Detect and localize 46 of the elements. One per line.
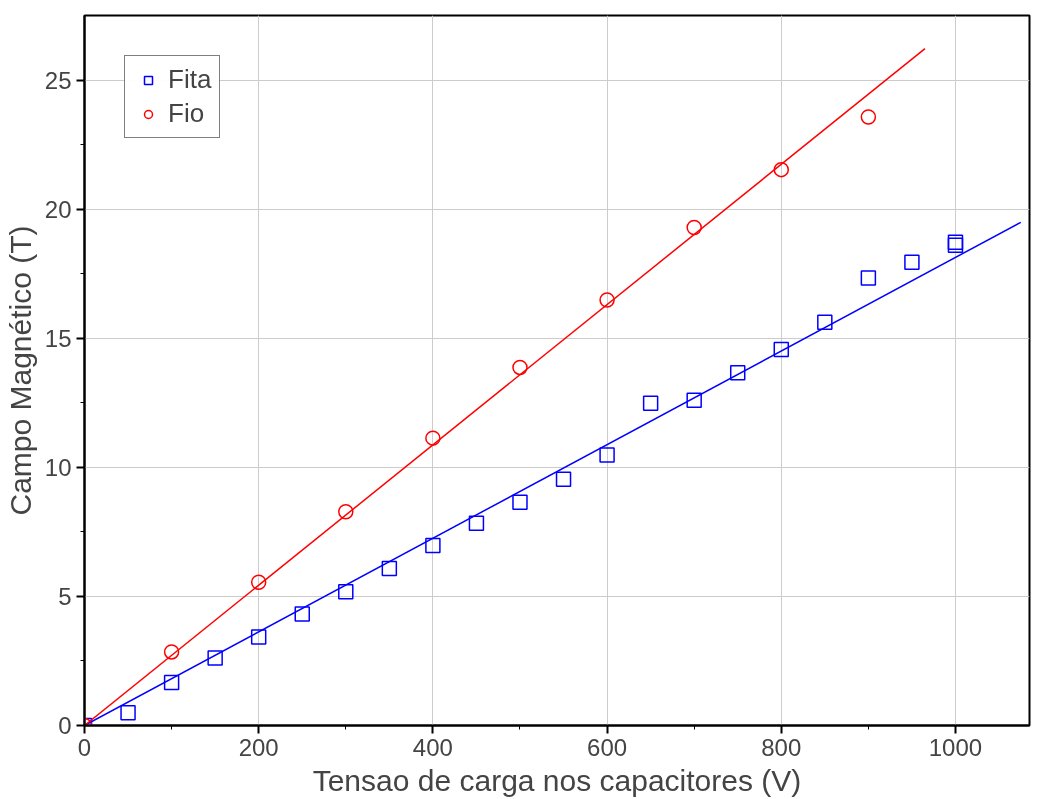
point (338, 503, 354, 520)
point (425, 430, 441, 446)
point (817, 314, 833, 330)
point (904, 254, 920, 271)
x-tick-label: 400 (412, 733, 453, 761)
point (642, 395, 659, 412)
y-tick-label: 10 (44, 453, 72, 481)
y-axis-title: Campo Magnético (T) (3, 225, 37, 516)
x-tick-label: 1000 (928, 733, 983, 761)
point (555, 471, 572, 487)
point (512, 494, 528, 510)
point (729, 365, 746, 381)
legend-label: Fita (168, 64, 212, 95)
point (381, 560, 398, 577)
x-tick-label: 200 (238, 733, 279, 761)
point (338, 584, 354, 600)
point (860, 270, 877, 286)
legend-label: Fio (168, 98, 205, 129)
point (947, 237, 964, 254)
point (163, 644, 180, 660)
x-tick-label: 800 (761, 733, 802, 761)
point (947, 234, 964, 250)
point (599, 292, 615, 308)
y-tick-label: 20 (44, 195, 72, 223)
point (250, 629, 267, 645)
point (860, 109, 877, 125)
x-axis-title: Tensao de carga nos capacitores (V) (312, 763, 802, 797)
point (773, 161, 790, 178)
point (207, 650, 223, 666)
point (120, 705, 136, 721)
point (686, 392, 702, 408)
y-tick-label: 5 (58, 582, 72, 610)
point (599, 447, 615, 463)
point (294, 606, 310, 622)
y-tick-label: 25 (44, 66, 72, 94)
y-tick-label: 15 (44, 324, 72, 352)
point (773, 341, 790, 358)
point (250, 574, 267, 590)
y-tick-label: 0 (58, 712, 72, 739)
point (686, 219, 702, 236)
point (163, 674, 180, 691)
x-tick-label: 0 (77, 733, 92, 761)
point (425, 537, 441, 554)
x-tick-label: 600 (587, 733, 628, 761)
point (468, 515, 485, 532)
point (512, 359, 528, 376)
